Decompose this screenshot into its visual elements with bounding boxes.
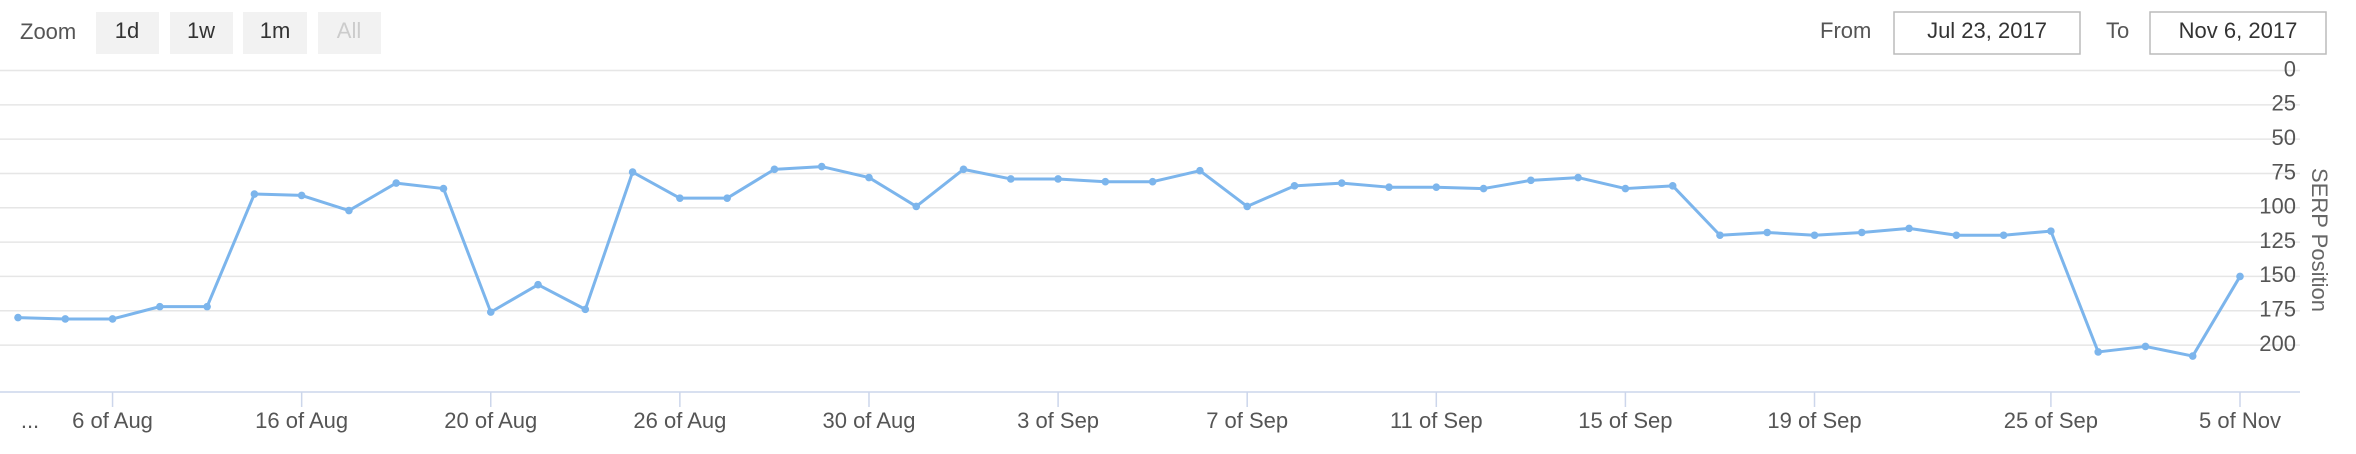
x-tick-label: 25 of Sep: [2004, 408, 2098, 433]
point-marker: [1621, 184, 1630, 193]
x-tick-label: 15 of Sep: [1578, 408, 1672, 433]
from-input[interactable]: [1893, 11, 2081, 55]
from-label: From: [1820, 18, 1871, 43]
point-marker: [770, 165, 779, 174]
point-marker: [392, 179, 401, 187]
point-marker: [1905, 224, 1913, 233]
point-marker: [534, 280, 542, 289]
x-tick-label: 7 of Sep: [1206, 408, 1288, 433]
point-marker: [817, 162, 826, 171]
y-tick-label: 50: [2272, 125, 2296, 150]
point-marker: [723, 194, 731, 202]
point-marker: [2047, 227, 2055, 235]
point-marker: [297, 191, 306, 200]
x-tick-label: 6 of Aug: [72, 408, 153, 433]
point-marker: [345, 206, 353, 215]
point-marker: [203, 302, 211, 311]
zoom-button-label[interactable]: All: [337, 18, 361, 43]
zoom-button-label[interactable]: 1m: [260, 18, 291, 43]
y-tick-label: 0: [2284, 56, 2296, 81]
zoom-button[interactable]: [243, 12, 307, 54]
x-tick-label: ...: [21, 408, 39, 433]
y-tick-label: 25: [2272, 91, 2296, 116]
point-marker: [1337, 179, 1346, 187]
point-marker: [1196, 166, 1204, 175]
point-marker: [1857, 228, 1866, 237]
point-marker: [14, 313, 22, 322]
point-marker: [912, 202, 921, 211]
zoom-button-label[interactable]: 1d: [115, 18, 139, 43]
point-marker: [1952, 231, 1961, 240]
point-marker: [959, 165, 968, 174]
y-tick-label: 75: [2272, 159, 2296, 184]
series-line: [17, 165, 2242, 358]
point-marker: [250, 190, 259, 198]
point-marker: [1668, 182, 1677, 190]
point-marker: [108, 315, 117, 323]
to-input[interactable]: [2149, 11, 2327, 55]
point-marker: [1148, 177, 1157, 186]
y-axis-title: SERP Position: [2307, 168, 2332, 312]
point-marker: [1999, 231, 2008, 240]
y-tick-label: 175: [2259, 297, 2296, 322]
point-marker: [865, 173, 873, 182]
point-marker: [1432, 183, 1441, 191]
point-marker: [1054, 175, 1062, 183]
x-tick-label: 26 of Aug: [633, 408, 726, 433]
from-value[interactable]: Jul 23, 2017: [1927, 18, 2047, 43]
point-marker: [1243, 202, 1251, 211]
y-tick-label: 150: [2259, 262, 2296, 287]
x-tick-label: 19 of Sep: [1767, 408, 1861, 433]
zoom-label: Zoom: [20, 19, 76, 44]
point-marker: [439, 184, 448, 193]
point-marker: [1716, 231, 1724, 240]
zoom-button[interactable]: [170, 12, 233, 54]
to-value[interactable]: Nov 6, 2017: [2179, 18, 2298, 43]
x-tick-label: 5 of Nov: [2199, 408, 2281, 433]
y-tick-label: 125: [2259, 228, 2296, 253]
x-tick-label: 3 of Sep: [1017, 408, 1099, 433]
point-marker: [156, 302, 164, 311]
point-marker: [486, 308, 495, 316]
zoom-button[interactable]: [318, 12, 381, 54]
x-tick-label: 30 of Aug: [822, 408, 915, 433]
point-marker: [2188, 352, 2197, 360]
point-marker: [2094, 348, 2102, 356]
y-tick-label: 100: [2259, 194, 2296, 219]
point-marker: [1527, 176, 1535, 185]
point-marker: [676, 194, 684, 202]
point-marker: [628, 168, 637, 176]
y-tick-label: 200: [2259, 331, 2296, 356]
zoom-button[interactable]: [96, 12, 159, 54]
point-marker: [1574, 173, 1582, 182]
point-marker: [2141, 342, 2150, 351]
point-marker: [1290, 182, 1299, 190]
point-marker: [1479, 184, 1488, 193]
point-marker: [1763, 228, 1772, 237]
point-marker: [1101, 177, 1110, 186]
point-marker: [2236, 272, 2244, 281]
point-marker: [1007, 175, 1015, 183]
x-tick-label: 20 of Aug: [444, 408, 537, 433]
point-marker: [1810, 231, 1819, 240]
zoom-button-label[interactable]: 1w: [187, 18, 215, 43]
x-tick-label: 16 of Aug: [255, 408, 348, 433]
point-marker: [61, 315, 70, 323]
to-label: To: [2106, 18, 2129, 43]
point-marker: [1385, 183, 1393, 191]
point-marker: [581, 305, 590, 314]
x-tick-label: 11 of Sep: [1390, 408, 1483, 433]
